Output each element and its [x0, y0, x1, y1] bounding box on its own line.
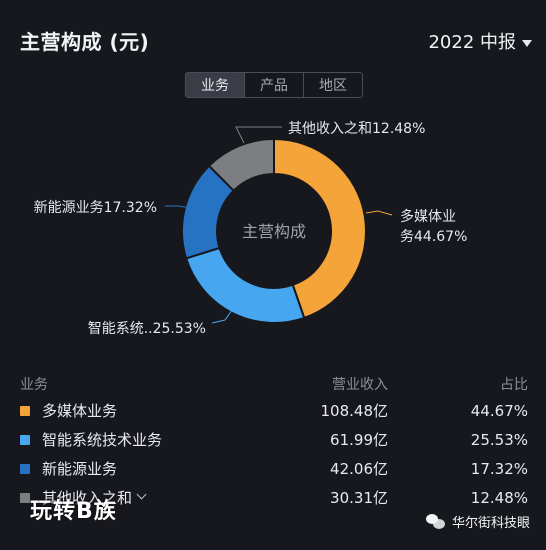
header: 主营构成 (元) 2022 中报	[20, 26, 532, 56]
table-row[interactable]: 多媒体业务 108.48亿 44.67%	[20, 396, 528, 425]
table-header: 业务 营业收入 占比	[20, 372, 528, 396]
table-row[interactable]: 新能源业务 42.06亿 17.32%	[20, 454, 528, 483]
leader-line	[165, 205, 193, 209]
row-revenue: 108.48亿	[320, 402, 389, 420]
row-share: 25.53%	[470, 430, 528, 449]
legend-swatch	[20, 434, 30, 445]
wechat-account-name: 华尔街科技眼	[451, 516, 530, 531]
header-business: 业务	[20, 377, 48, 393]
donut-slice[interactable]	[184, 246, 306, 324]
leader-line	[211, 309, 233, 324]
watermark-text: 玩转B族	[30, 499, 117, 524]
row-name: 新能源业务	[42, 460, 118, 478]
wechat-icon	[425, 513, 446, 530]
wechat-account-badge: 华尔街科技眼	[425, 512, 530, 531]
row-name: 智能系统技术业务	[42, 431, 163, 449]
row-name: 多媒体业务	[42, 402, 118, 420]
period-selector[interactable]: 2022 中报	[428, 28, 532, 54]
slice-label: 务44.67%	[400, 229, 467, 245]
donut-chart: 主营构成 多媒体业务44.67% 智能系统..25.53% 新能源业务17.32% 其他…	[0, 105, 546, 350]
legend-swatch	[20, 405, 30, 416]
expand-caret-icon[interactable]	[136, 489, 147, 500]
legend-swatch	[20, 492, 30, 503]
table-row[interactable]: 其他收入之和 30.31亿 12.48%	[20, 483, 528, 512]
slice-label: 多媒体业	[400, 208, 456, 225]
page-title: 主营构成 (元)	[20, 30, 150, 54]
caret-down-icon	[522, 39, 532, 47]
donut-center-label: 主营构成	[242, 222, 306, 241]
table-row[interactable]: 智能系统技术业务 61.99亿 25.53%	[20, 425, 528, 454]
row-share: 12.48%	[470, 488, 528, 507]
segment-tabs: 业务 产品 地区	[185, 72, 363, 98]
row-revenue: 61.99亿	[330, 431, 388, 449]
row-name: 其他收入之和	[42, 489, 133, 507]
row-revenue: 30.31亿	[330, 489, 388, 507]
header-share: 占比	[500, 377, 528, 393]
header-revenue: 营业收入	[332, 377, 388, 393]
legend-swatch	[20, 463, 30, 474]
donut-slice[interactable]	[273, 137, 367, 320]
donut-slice[interactable]	[207, 137, 275, 193]
slice-label: 其他收入之和12.48%	[288, 121, 425, 137]
slice-label: 智能系统..25.53%	[88, 321, 206, 337]
row-share: 17.32%	[470, 459, 528, 478]
tab-product[interactable]: 产品	[244, 73, 303, 97]
revenue-table: 业务 营业收入 占比 多媒体业务 108.48亿 44.67% 智能系统技术业务…	[20, 372, 528, 512]
period-label: 2022 中报	[428, 32, 516, 53]
slice-label: 新能源业务17.32%	[34, 200, 157, 216]
row-revenue: 42.06亿	[330, 460, 388, 478]
leader-line	[235, 126, 282, 144]
tab-region[interactable]: 地区	[303, 73, 362, 97]
tab-business[interactable]: 业务	[186, 73, 244, 97]
row-share: 44.67%	[470, 401, 528, 420]
leader-line	[365, 210, 393, 216]
